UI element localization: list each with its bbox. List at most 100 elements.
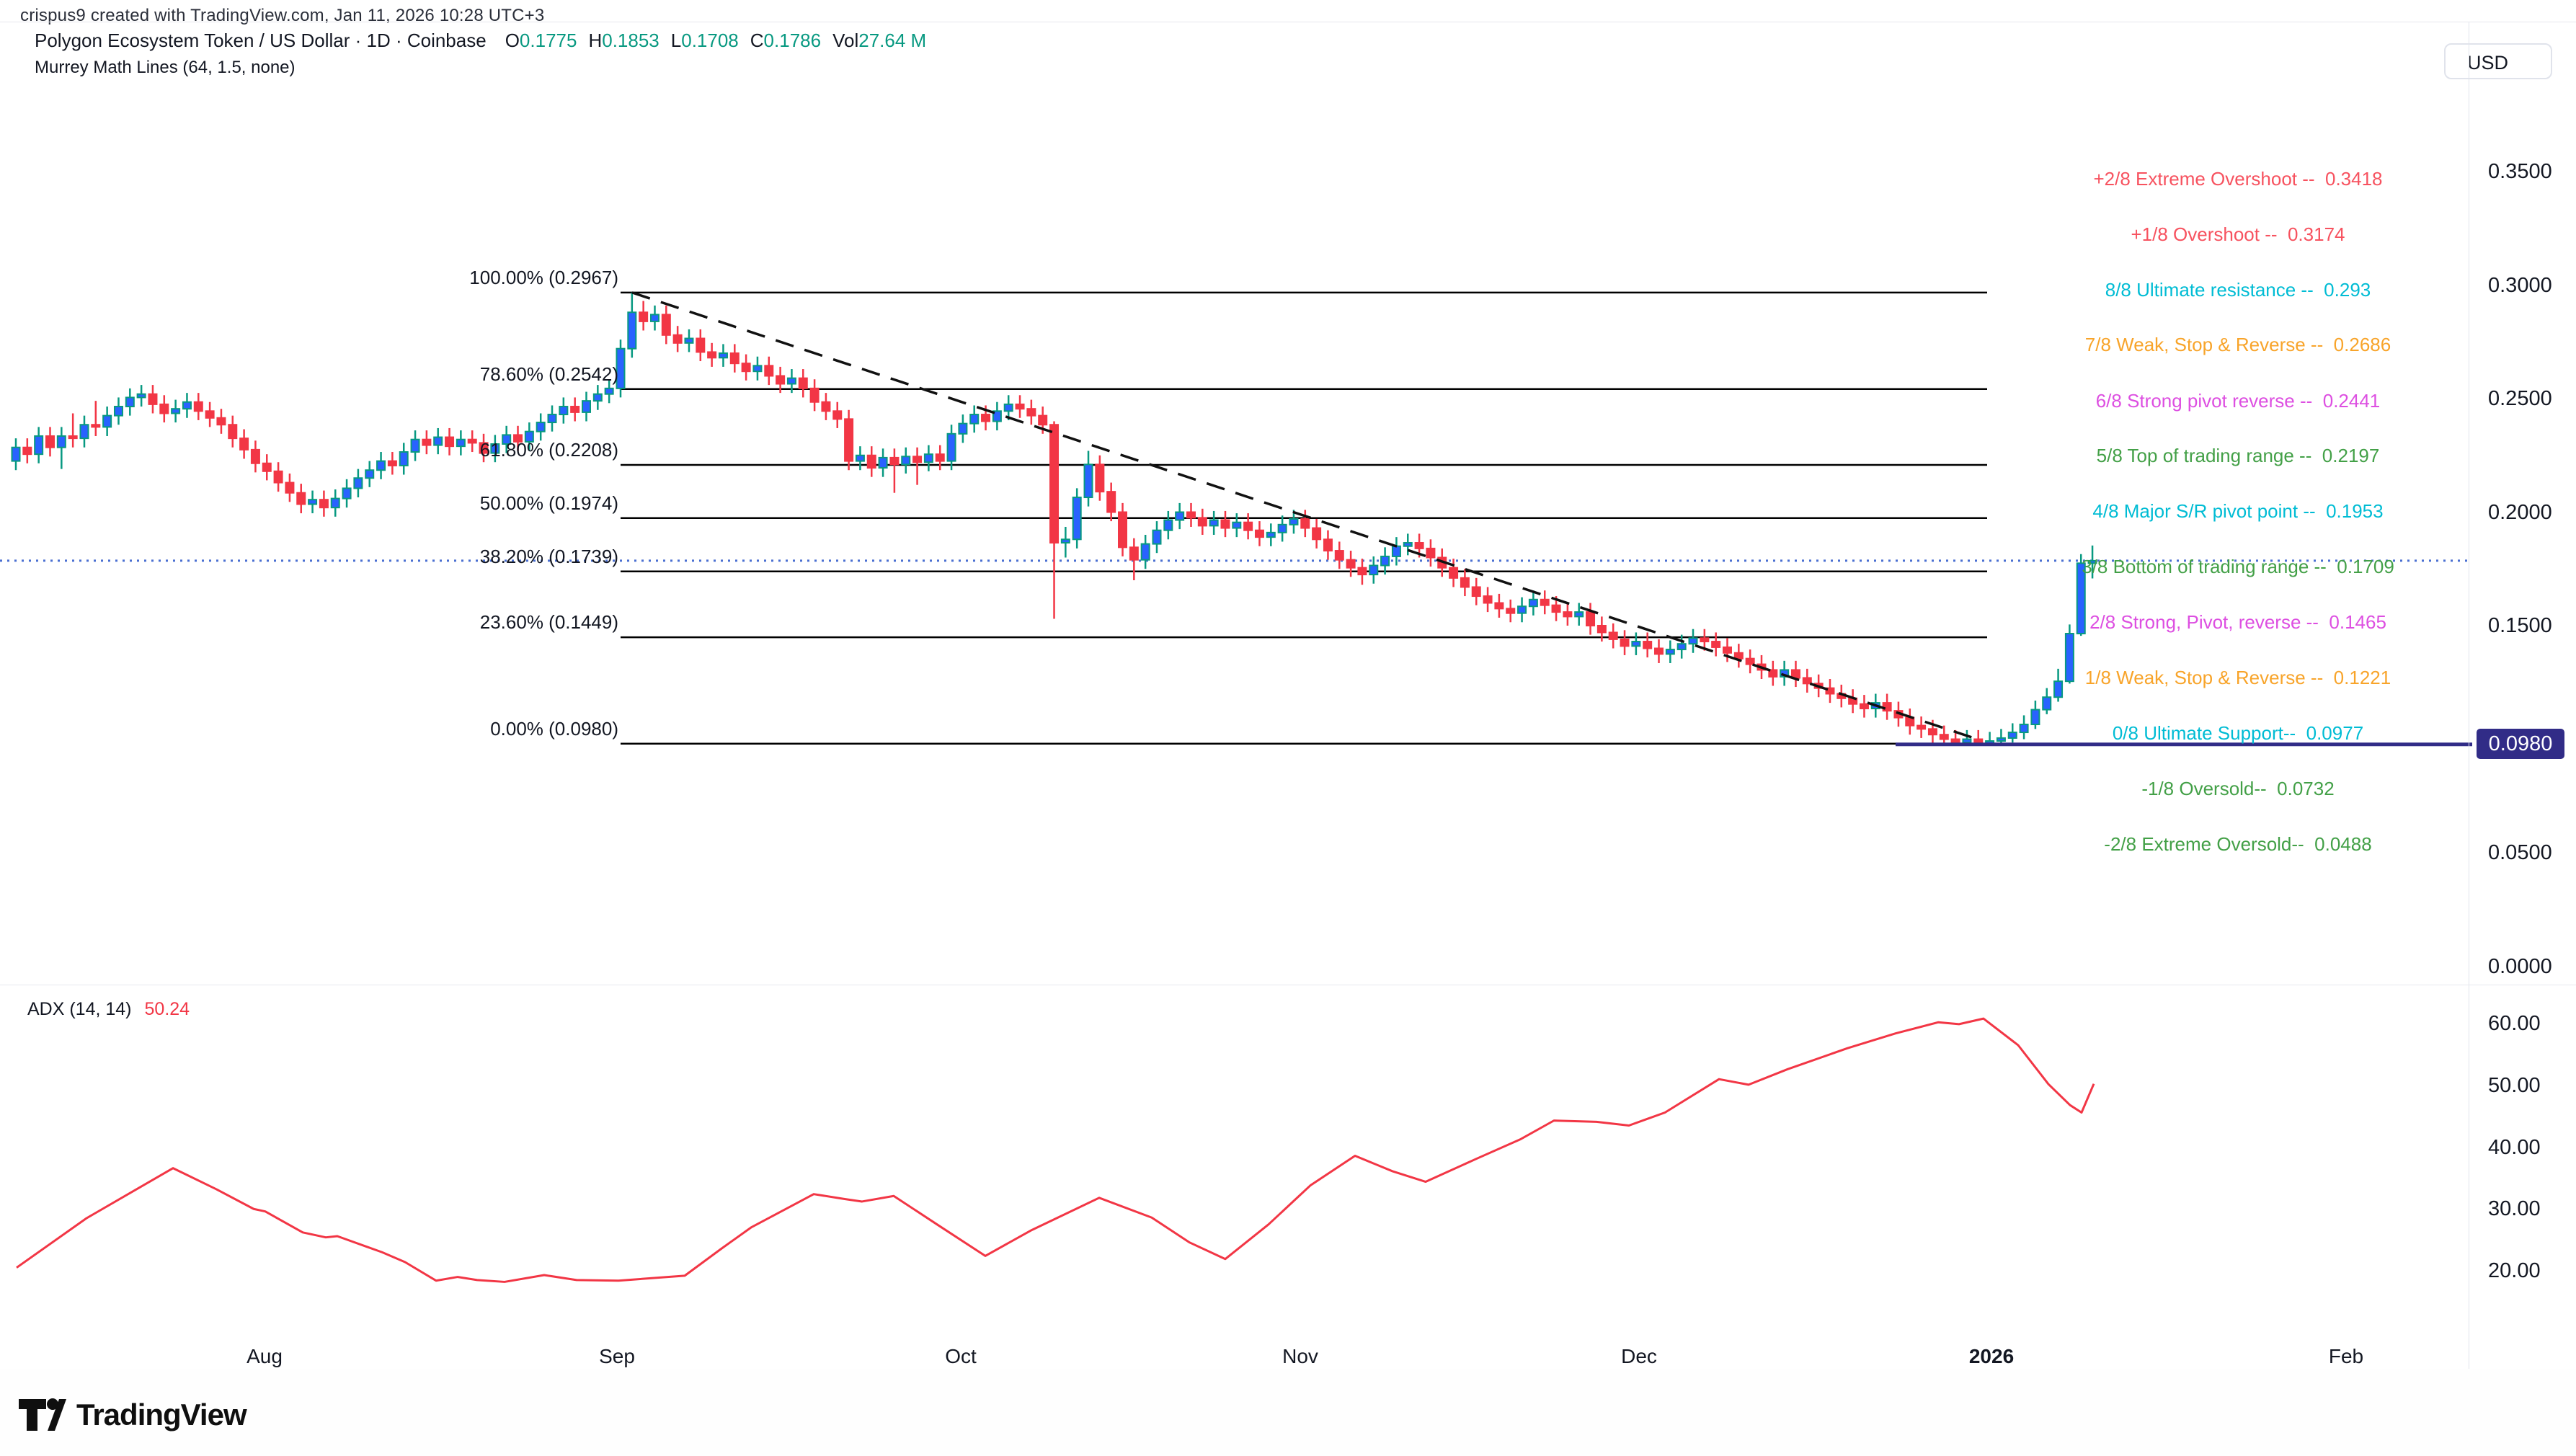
candle[interactable] xyxy=(102,407,112,436)
candle[interactable] xyxy=(855,446,865,471)
candle[interactable] xyxy=(1312,518,1322,549)
candle[interactable] xyxy=(365,461,375,487)
candle[interactable] xyxy=(1083,450,1093,507)
candle[interactable] xyxy=(524,422,534,451)
candle[interactable] xyxy=(1072,488,1082,549)
candle[interactable] xyxy=(1688,629,1698,653)
candle[interactable] xyxy=(2076,554,2086,636)
candle[interactable] xyxy=(1232,513,1242,538)
candle[interactable] xyxy=(844,409,854,471)
candle[interactable] xyxy=(718,344,728,367)
candle[interactable] xyxy=(1540,590,1550,615)
candle[interactable] xyxy=(285,473,295,502)
candle[interactable] xyxy=(1905,708,1915,735)
candle[interactable] xyxy=(330,489,340,517)
candle[interactable] xyxy=(764,356,774,386)
candle[interactable] xyxy=(22,438,32,463)
candle[interactable] xyxy=(1802,668,1812,693)
candle[interactable] xyxy=(296,484,306,514)
candle[interactable] xyxy=(342,479,352,508)
candle[interactable] xyxy=(216,409,226,434)
candle[interactable] xyxy=(79,415,89,448)
candle[interactable] xyxy=(456,430,466,456)
candle[interactable] xyxy=(616,339,626,398)
candle[interactable] xyxy=(1586,603,1596,635)
candle[interactable] xyxy=(250,440,260,473)
candle[interactable] xyxy=(1996,729,2006,745)
candle[interactable] xyxy=(741,354,751,381)
candle[interactable] xyxy=(1733,644,1744,668)
candle[interactable] xyxy=(786,369,796,394)
candle[interactable] xyxy=(1608,623,1618,649)
candle[interactable] xyxy=(125,388,135,416)
candle[interactable] xyxy=(1768,660,1778,686)
candle[interactable] xyxy=(1574,603,1584,626)
candle[interactable] xyxy=(113,397,123,425)
candle[interactable] xyxy=(536,413,546,441)
candle[interactable] xyxy=(901,447,911,474)
candle[interactable] xyxy=(809,379,820,412)
candle[interactable] xyxy=(159,395,169,423)
candle[interactable] xyxy=(1528,590,1538,616)
candle[interactable] xyxy=(889,448,900,493)
candle[interactable] xyxy=(866,446,876,477)
adx-line[interactable] xyxy=(16,1017,2095,1283)
candle[interactable] xyxy=(205,401,215,427)
candle[interactable] xyxy=(1015,395,1025,418)
candle[interactable] xyxy=(171,399,181,423)
candle[interactable] xyxy=(2042,688,2052,714)
candle[interactable] xyxy=(1643,632,1653,658)
candle[interactable] xyxy=(1780,660,1790,686)
candle[interactable] xyxy=(182,393,192,418)
candle[interactable] xyxy=(832,401,843,428)
candle[interactable] xyxy=(1449,559,1459,587)
candle[interactable] xyxy=(136,385,146,407)
candle[interactable] xyxy=(582,391,591,422)
candle[interactable] xyxy=(2007,723,2017,743)
candle[interactable] xyxy=(559,397,569,424)
candle[interactable] xyxy=(239,429,249,459)
candle[interactable] xyxy=(376,452,386,479)
candle[interactable] xyxy=(1620,630,1630,655)
candle[interactable] xyxy=(912,447,923,485)
candle[interactable] xyxy=(1357,559,1367,585)
candle[interactable] xyxy=(776,366,786,394)
candle[interactable] xyxy=(1049,421,1060,619)
candle[interactable] xyxy=(34,427,44,463)
candle[interactable] xyxy=(1790,660,1800,688)
trendline[interactable] xyxy=(631,291,1983,742)
adx-legend[interactable]: ADX (14, 14) 50.24 xyxy=(27,999,190,1020)
candle[interactable] xyxy=(2064,624,2074,684)
candle[interactable] xyxy=(1163,510,1173,540)
candle[interactable] xyxy=(1676,634,1687,659)
candle[interactable] xyxy=(672,326,683,352)
candle[interactable] xyxy=(821,393,831,420)
candle[interactable] xyxy=(639,301,649,331)
candle[interactable] xyxy=(1106,482,1116,522)
candle[interactable] xyxy=(387,452,397,475)
candle[interactable] xyxy=(1118,502,1128,556)
candle[interactable] xyxy=(1563,603,1573,626)
candle[interactable] xyxy=(969,405,980,433)
candle[interactable] xyxy=(1471,577,1481,605)
candle[interactable] xyxy=(1494,593,1504,618)
candle[interactable] xyxy=(308,490,318,514)
candle[interactable] xyxy=(45,427,55,457)
candle[interactable] xyxy=(1506,599,1516,623)
candle[interactable] xyxy=(479,433,489,463)
candle[interactable] xyxy=(228,415,238,448)
candle[interactable] xyxy=(1026,399,1036,425)
candle[interactable] xyxy=(878,448,888,477)
candle[interactable] xyxy=(1939,725,1949,745)
candle[interactable] xyxy=(1654,639,1664,663)
candle[interactable] xyxy=(399,443,409,475)
candle[interactable] xyxy=(1197,508,1207,535)
candle[interactable] xyxy=(319,490,329,517)
candle[interactable] xyxy=(1711,632,1721,657)
candle[interactable] xyxy=(752,356,763,381)
candle[interactable] xyxy=(2087,545,2097,579)
candle[interactable] xyxy=(2053,668,2064,702)
candle[interactable] xyxy=(547,405,557,432)
candle[interactable] xyxy=(410,430,420,461)
